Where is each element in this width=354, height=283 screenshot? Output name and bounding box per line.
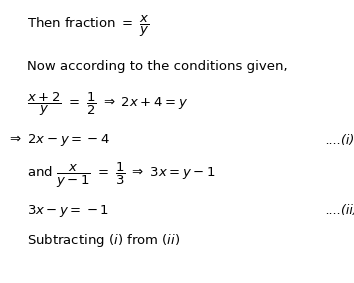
Text: $\Rightarrow$ $2x - y = -4$: $\Rightarrow$ $2x - y = -4$ bbox=[7, 132, 110, 148]
Text: and $\dfrac{x}{y-1}$ $=$ $\dfrac{1}{3}$ $\Rightarrow$ $3x = y - 1$: and $\dfrac{x}{y-1}$ $=$ $\dfrac{1}{3}$ … bbox=[28, 161, 216, 190]
Text: Subtracting $(i)$ from $(ii)$: Subtracting $(i)$ from $(ii)$ bbox=[28, 232, 181, 249]
Text: ....(ii): ....(ii) bbox=[325, 204, 354, 217]
Text: ....(i): ....(i) bbox=[325, 134, 354, 147]
Text: $3x - y = -1$: $3x - y = -1$ bbox=[28, 203, 110, 219]
Text: Then fraction $=$ $\dfrac{x}{y}$: Then fraction $=$ $\dfrac{x}{y}$ bbox=[28, 14, 150, 38]
Text: Now according to the conditions given,: Now according to the conditions given, bbox=[28, 60, 288, 73]
Text: $\dfrac{x+2}{y}$ $=$ $\dfrac{1}{2}$ $\Rightarrow$ $2x + 4 = y$: $\dfrac{x+2}{y}$ $=$ $\dfrac{1}{2}$ $\Ri… bbox=[28, 91, 189, 118]
